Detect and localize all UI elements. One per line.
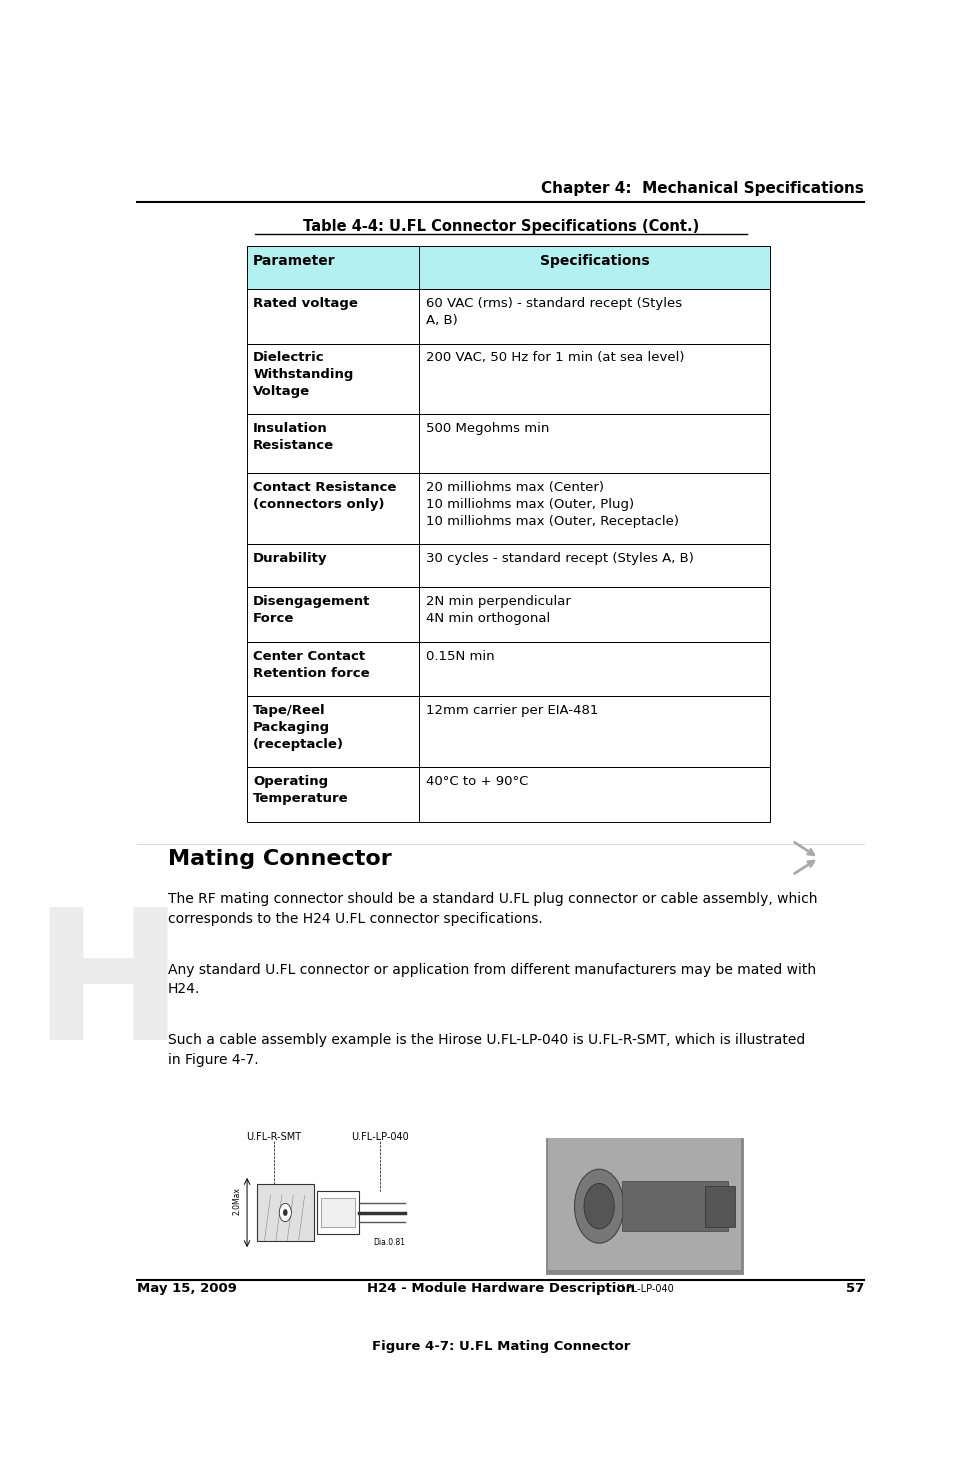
Text: 2N min perpendicular
4N min orthogonal: 2N min perpendicular 4N min orthogonal [426, 596, 571, 625]
Bar [321, 1197, 356, 1227]
Text: U.FL-LP-040: U.FL-LP-040 [616, 1283, 673, 1293]
Circle shape [279, 1203, 291, 1222]
Text: 500 Megohms min: 500 Megohms min [426, 423, 549, 435]
Bar [247, 696, 770, 767]
Text: H: H [32, 902, 183, 1079]
Text: Mating Connector: Mating Connector [168, 848, 392, 869]
Text: 40°C to + 90°C: 40°C to + 90°C [426, 774, 528, 788]
Bar [318, 1191, 360, 1234]
Text: Such a cable assembly example is the Hirose U.FL-LP-040 is U.FL-R-SMT, which is : Such a cable assembly example is the Hir… [168, 1033, 805, 1067]
Text: 200 VAC, 50 Hz for 1 min (at sea level): 200 VAC, 50 Hz for 1 min (at sea level) [426, 352, 684, 365]
Text: U.FL-R-SMT: U.FL-R-SMT [246, 1132, 301, 1142]
Text: Figure 4-7: U.FL Mating Connector: Figure 4-7: U.FL Mating Connector [371, 1341, 630, 1354]
Bar [257, 1184, 314, 1242]
Text: H24 - Module Hardware Description: H24 - Module Hardware Description [366, 1281, 635, 1295]
Bar [247, 343, 770, 414]
Ellipse shape [584, 1184, 615, 1228]
Text: Table 4-4: U.FL Connector Specifications (Cont.): Table 4-4: U.FL Connector Specifications… [303, 219, 699, 235]
Text: Durability: Durability [253, 551, 327, 565]
Text: Insulation
Resistance: Insulation Resistance [253, 423, 334, 452]
Bar [705, 1185, 736, 1227]
Bar [229, 1120, 774, 1298]
Text: Any standard U.FL connector or application from different manufacturers may be m: Any standard U.FL connector or applicati… [168, 962, 816, 996]
Text: 12mm carrier per EIA-481: 12mm carrier per EIA-481 [426, 705, 598, 717]
Bar [247, 544, 770, 587]
Bar [247, 288, 770, 343]
Text: Operating
Temperature: Operating Temperature [253, 774, 349, 806]
Bar [247, 641, 770, 696]
Text: Center Contact
Retention force: Center Contact Retention force [253, 650, 369, 680]
Text: 57: 57 [846, 1281, 865, 1295]
Text: 2.0Max: 2.0Max [232, 1187, 241, 1215]
Text: Specifications: Specifications [539, 254, 650, 268]
Text: 30 cycles - standard recept (Styles A, B): 30 cycles - standard recept (Styles A, B… [426, 551, 694, 565]
Text: 60 VAC (rms) - standard recept (Styles
A, B): 60 VAC (rms) - standard recept (Styles A… [426, 297, 682, 327]
Text: 0.15N min: 0.15N min [426, 650, 494, 662]
Text: Tape/Reel
Packaging
(receptacle): Tape/Reel Packaging (receptacle) [253, 705, 344, 751]
Text: The RF mating connector should be a standard U.FL plug connector or cable assemb: The RF mating connector should be a stan… [168, 893, 817, 925]
Text: Parameter: Parameter [253, 254, 336, 268]
Bar [622, 1181, 728, 1231]
Text: Chapter 4:  Mechanical Specifications: Chapter 4: Mechanical Specifications [541, 180, 865, 195]
Bar [247, 414, 770, 473]
Circle shape [283, 1209, 287, 1216]
Ellipse shape [574, 1169, 623, 1243]
Text: Disengagement
Force: Disengagement Force [253, 596, 370, 625]
Text: Contact Resistance
(connectors only): Contact Resistance (connectors only) [253, 482, 397, 511]
Bar [247, 245, 770, 288]
Text: 20 milliohms max (Center)
10 milliohms max (Outer, Plug)
10 milliohms max (Outer: 20 milliohms max (Center) 10 milliohms m… [426, 482, 678, 528]
Bar [548, 1138, 742, 1270]
Bar [247, 245, 770, 288]
Bar [247, 473, 770, 544]
Text: Dielectric
Withstanding
Voltage: Dielectric Withstanding Voltage [253, 352, 354, 399]
Bar [546, 1138, 743, 1274]
Bar [247, 587, 770, 641]
Text: May 15, 2009: May 15, 2009 [137, 1281, 237, 1295]
Text: Rated voltage: Rated voltage [253, 297, 358, 310]
Text: U.FL-LP-040: U.FL-LP-040 [351, 1132, 408, 1142]
Bar [247, 767, 770, 822]
Text: Dia.0.81: Dia.0.81 [373, 1237, 405, 1246]
